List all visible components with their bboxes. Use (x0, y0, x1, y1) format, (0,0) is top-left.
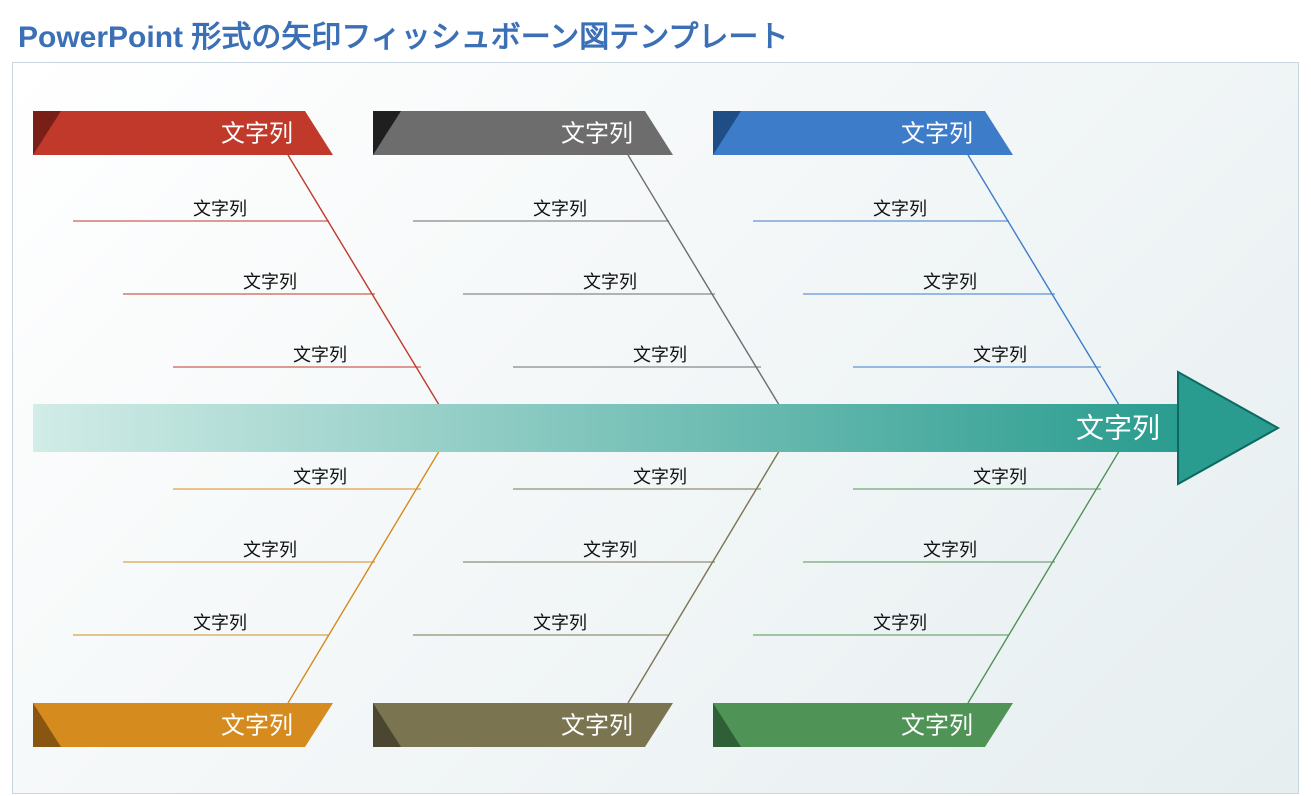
bone-label-bot3-2: 文字列 (873, 613, 927, 633)
spine-label: 文字列 (1076, 412, 1160, 443)
bone-label-top1-2: 文字列 (293, 345, 347, 365)
bone-label-bot2-0: 文字列 (633, 467, 687, 487)
bone-label-bot1-2: 文字列 (193, 613, 247, 633)
bone-label-top1-0: 文字列 (193, 199, 247, 219)
page-title: PowerPoint 形式の矢印フィッシュボーン図テンプレート (0, 0, 1311, 62)
category-label-top2: 文字列 (561, 120, 633, 147)
bone-label-bot3-0: 文字列 (973, 467, 1027, 487)
spine-arrowhead (1178, 372, 1278, 484)
bone-label-top2-0: 文字列 (533, 199, 587, 219)
bone-label-bot3-1: 文字列 (923, 540, 977, 560)
bone-label-top3-2: 文字列 (973, 345, 1027, 365)
category-label-bot3: 文字列 (901, 712, 973, 739)
fishbone-diagram: 文字列文字列文字列文字列文字列文字列文字列文字列文字列文字列文字列文字列文字列文… (13, 63, 1298, 793)
bone-label-bot1-1: 文字列 (243, 540, 297, 560)
category-label-top3: 文字列 (901, 120, 973, 147)
bone-main-top2 (628, 155, 793, 428)
bone-label-bot2-2: 文字列 (533, 613, 587, 633)
bone-label-top3-0: 文字列 (873, 199, 927, 219)
bone-label-top3-1: 文字列 (923, 272, 977, 292)
bone-label-top2-1: 文字列 (583, 272, 637, 292)
category-label-bot2: 文字列 (561, 712, 633, 739)
spine-bar (33, 404, 1178, 452)
bone-label-bot1-0: 文字列 (293, 467, 347, 487)
bone-label-top1-1: 文字列 (243, 272, 297, 292)
category-label-bot1: 文字列 (221, 712, 293, 739)
bone-label-bot2-1: 文字列 (583, 540, 637, 560)
bone-main-top3 (968, 155, 1133, 428)
diagram-canvas: 文字列文字列文字列文字列文字列文字列文字列文字列文字列文字列文字列文字列文字列文… (12, 62, 1299, 794)
bone-main-top1 (288, 155, 453, 428)
category-label-top1: 文字列 (221, 120, 293, 147)
bone-label-top2-2: 文字列 (633, 345, 687, 365)
